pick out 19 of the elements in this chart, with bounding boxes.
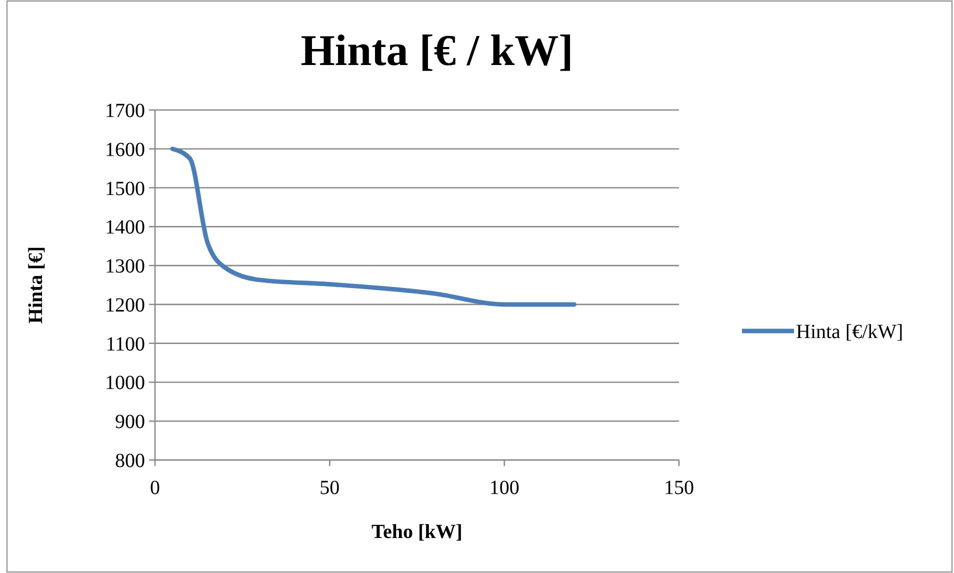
legend-label: Hinta [€/kW] <box>796 321 904 343</box>
x-tick-label: 150 <box>664 477 694 499</box>
y-tick-label: 900 <box>115 411 145 434</box>
line-series <box>170 146 576 307</box>
x-tick-label: 0 <box>150 477 160 499</box>
y-tick-label: 1500 <box>105 178 145 200</box>
y-tick-label: 1400 <box>105 216 145 239</box>
y-tick-label: 1300 <box>105 256 145 278</box>
y-tick-label: 1000 <box>105 372 145 394</box>
y-tick-label: 1600 <box>105 138 145 161</box>
y-tick-label: 800 <box>115 450 145 472</box>
x-tick-label: 100 <box>489 477 520 499</box>
chart-title: Hinta [€ / kW] <box>300 26 574 75</box>
y-tick-label: 1200 <box>105 294 145 316</box>
x-axis-title: Teho [kW] <box>372 521 462 543</box>
y-tick-label: 1700 <box>105 100 145 122</box>
y-tick-label: 1100 <box>106 333 145 356</box>
x-tick-label: 50 <box>320 477 340 499</box>
y-axis-title: Hinta [€] <box>25 246 47 324</box>
